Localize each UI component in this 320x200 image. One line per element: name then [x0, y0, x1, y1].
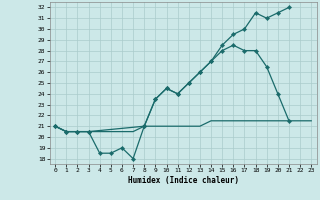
X-axis label: Humidex (Indice chaleur): Humidex (Indice chaleur) [128, 176, 239, 185]
